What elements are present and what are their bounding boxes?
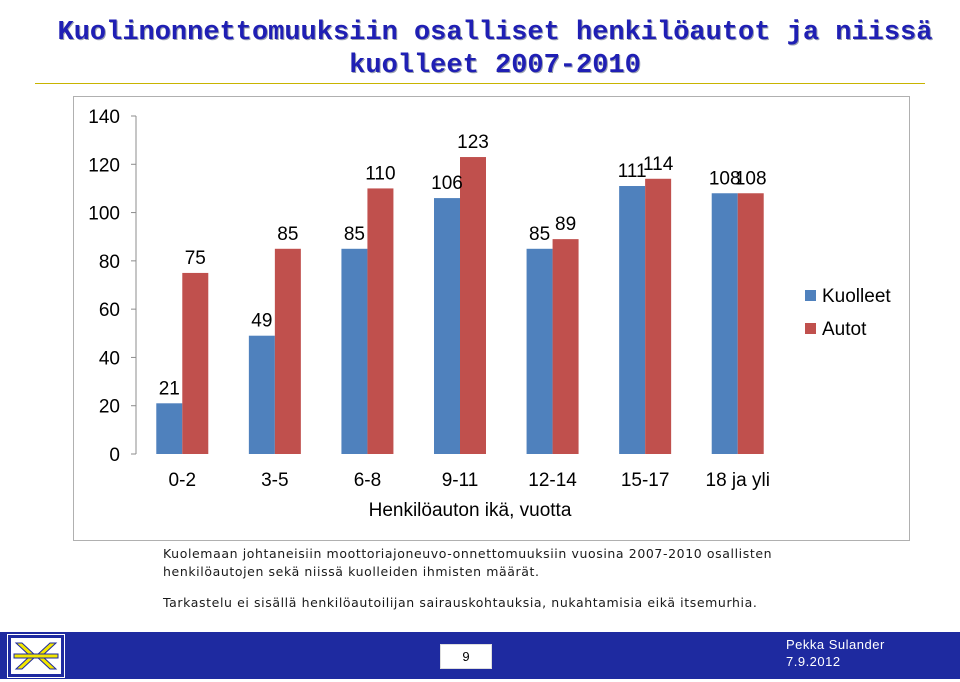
bar-autot — [552, 239, 579, 454]
bar-autot — [737, 193, 764, 454]
bar-autot — [367, 188, 394, 454]
chart-frame: 0 20 40 60 80 100 120 140 0-2 3-5 6-8 9-11 12-14 15-1… — [73, 96, 910, 541]
bar-autot — [460, 157, 486, 455]
x-tick-label: 18 ja yli — [706, 470, 770, 491]
data-label: 123 — [457, 132, 489, 153]
bar-autot — [182, 272, 209, 454]
bar-autot — [645, 178, 672, 454]
bar-kuolleet — [156, 403, 183, 454]
x-axis-title: Henkilöauton ikä, vuotta — [369, 500, 572, 521]
legend-label: Autot — [822, 319, 867, 340]
data-label: 85 — [529, 224, 550, 245]
caption-main: Kuolemaan johtaneisiin moottoriajoneuvo-… — [163, 546, 773, 579]
axis-layer: 0 20 40 60 80 100 120 140 0-2 3-5 6-8 9-11 12-14 15-1… — [88, 107, 770, 521]
legend-swatch — [805, 290, 816, 301]
x-tick-label: 6-8 — [354, 470, 381, 491]
x-tick-label: 15-17 — [621, 470, 670, 491]
legend-label: Kuolleet — [822, 286, 891, 307]
data-label: 108 — [735, 168, 767, 189]
y-tick-label: 100 — [88, 204, 120, 225]
legend-swatch — [805, 323, 816, 334]
bar-kuolleet — [434, 198, 460, 454]
x-tick-label: 12-14 — [528, 470, 577, 491]
logo — [7, 634, 65, 678]
page-number: 9 — [440, 644, 492, 669]
legend-layer: Kuolleet Autot — [805, 286, 891, 340]
logo-icon — [8, 635, 64, 677]
data-label: 85 — [277, 224, 298, 245]
x-tick-label: 3-5 — [261, 470, 288, 491]
slide-title-line2: kuolleet 2007-2010 — [349, 51, 641, 81]
x-tick-label: 0-2 — [169, 470, 196, 491]
data-label: 110 — [365, 163, 395, 184]
data-label: 85 — [344, 224, 365, 245]
slide-title-line1: Kuolinonnettomuuksiin osalliset henkilöa… — [57, 18, 933, 48]
data-label: 89 — [555, 214, 576, 235]
x-tick-label: 9-11 — [442, 470, 479, 491]
data-label: 114 — [643, 154, 674, 175]
author-name: Pekka Sulander — [786, 637, 885, 652]
y-tick-label: 20 — [99, 397, 120, 418]
bar-kuolleet — [341, 248, 368, 454]
y-tick-label: 140 — [88, 107, 120, 128]
y-tick-label: 80 — [99, 252, 120, 273]
label-layer: 21 49 85 106 85 111 108 75 85 110 123 89 114 108 — [159, 132, 767, 399]
y-tick-label: 120 — [88, 155, 120, 176]
bar-autot — [274, 248, 301, 454]
y-tick-label: 60 — [99, 300, 120, 321]
data-label: 111 — [618, 161, 647, 182]
author-date: 7.9.2012 — [786, 654, 841, 669]
bar-kuolleet — [711, 193, 738, 454]
data-label: 21 — [159, 378, 180, 399]
data-label: 49 — [251, 311, 272, 332]
bar-chart: 0 20 40 60 80 100 120 140 0-2 3-5 6-8 9-11 12-14 15-1… — [88, 107, 891, 521]
bar-kuolleet — [619, 186, 646, 454]
caption-note: Tarkastelu ei sisällä henkilöautoilijan … — [163, 595, 758, 610]
data-label: 106 — [431, 173, 463, 194]
y-tick-label: 0 — [109, 445, 120, 466]
data-label: 108 — [709, 168, 741, 189]
bar-layer — [156, 157, 764, 455]
y-tick-label: 40 — [99, 348, 120, 369]
data-label: 75 — [185, 248, 206, 269]
bar-kuolleet — [248, 335, 275, 454]
author-block: Pekka Sulander 7.9.2012 — [786, 636, 885, 670]
bar-kuolleet — [526, 248, 553, 454]
title-divider — [35, 83, 925, 84]
